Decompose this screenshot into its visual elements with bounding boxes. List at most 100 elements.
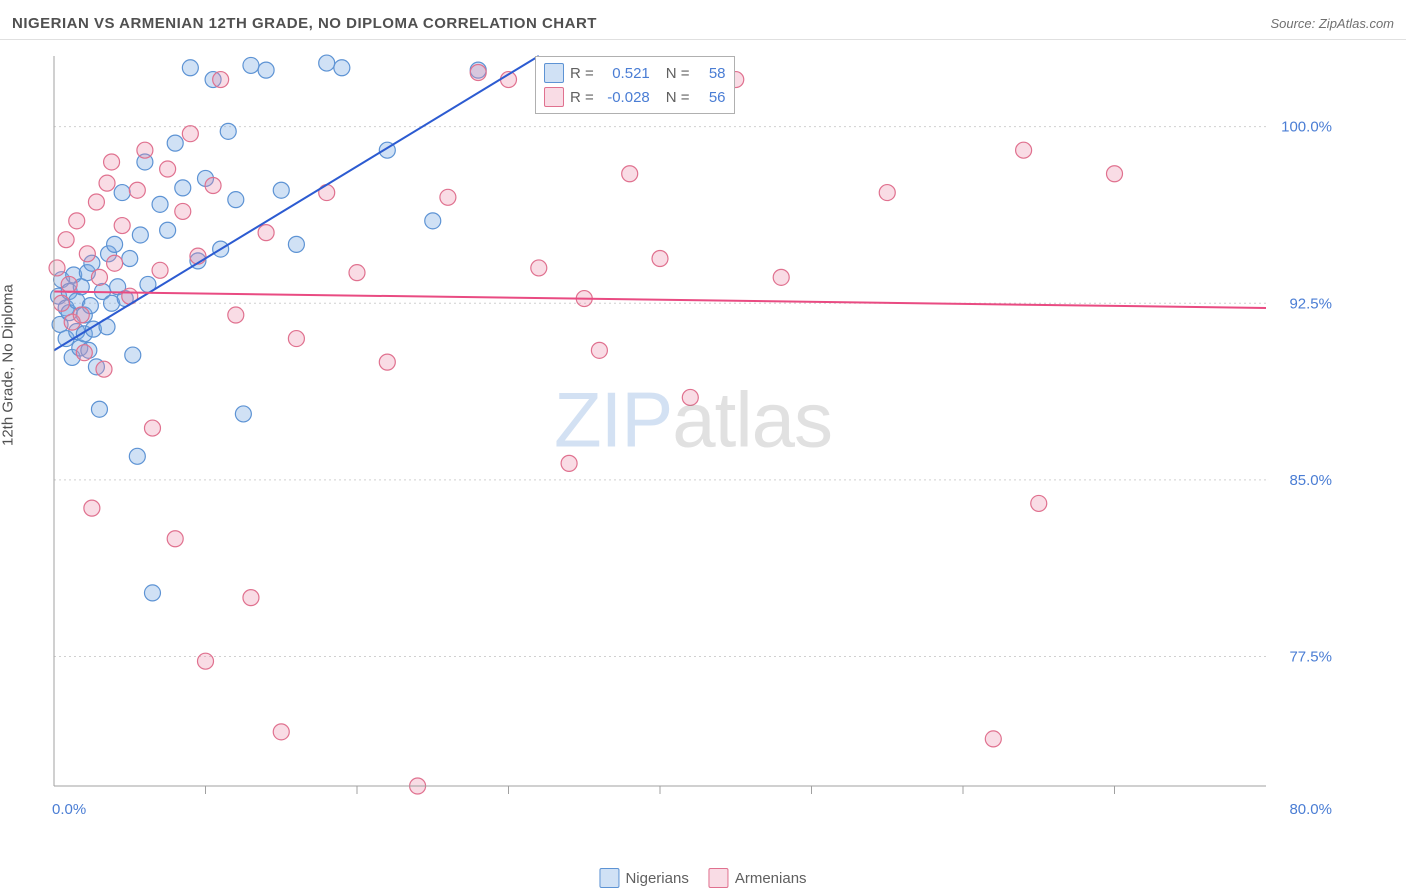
data-point — [152, 262, 168, 278]
y-tick-label: 100.0% — [1281, 119, 1332, 136]
data-point — [104, 154, 120, 170]
legend-item: Armenians — [709, 868, 807, 888]
data-point — [190, 248, 206, 264]
data-point — [88, 194, 104, 210]
data-point — [379, 354, 395, 370]
legend-n-value: 56 — [696, 89, 726, 106]
data-point — [160, 161, 176, 177]
data-point — [129, 448, 145, 464]
data-point — [319, 55, 335, 71]
legend-n-label: N = — [666, 65, 690, 82]
x-tick-label: 80.0% — [1289, 801, 1332, 818]
data-point — [879, 185, 895, 201]
data-point — [129, 182, 145, 198]
data-point — [137, 142, 153, 158]
data-point — [61, 276, 77, 292]
legend-r-label: R = — [570, 89, 594, 106]
data-point — [114, 218, 130, 234]
data-point — [144, 420, 160, 436]
data-point — [54, 295, 70, 311]
data-point — [175, 203, 191, 219]
data-point — [243, 590, 259, 606]
plot-area: 100.0%92.5%85.0%77.5%0.0%80.0% ZIPatlas — [48, 50, 1338, 820]
data-point — [79, 246, 95, 262]
data-point — [235, 406, 251, 422]
data-point — [122, 251, 138, 267]
data-point — [91, 269, 107, 285]
legend-label: Armenians — [735, 870, 807, 887]
data-point — [1107, 166, 1123, 182]
data-point — [288, 331, 304, 347]
header: NIGERIAN VS ARMENIAN 12TH GRADE, NO DIPL… — [0, 0, 1406, 40]
legend-swatch — [544, 63, 564, 83]
data-point — [561, 455, 577, 471]
data-point — [470, 64, 486, 80]
data-point — [182, 126, 198, 142]
data-point — [243, 57, 259, 73]
data-point — [213, 72, 229, 88]
data-point — [58, 232, 74, 248]
data-point — [91, 401, 107, 417]
data-point — [99, 175, 115, 191]
data-point — [167, 135, 183, 151]
legend-n-value: 58 — [696, 65, 726, 82]
data-point — [182, 60, 198, 76]
y-tick-label: 77.5% — [1289, 648, 1332, 665]
data-point — [591, 342, 607, 358]
data-point — [107, 255, 123, 271]
data-point — [84, 500, 100, 516]
data-point — [96, 361, 112, 377]
data-point — [49, 260, 65, 276]
data-point — [76, 345, 92, 361]
legend-r-value: 0.521 — [600, 65, 650, 82]
y-axis-label: 12th Grade, No Diploma — [0, 284, 17, 446]
data-point — [682, 389, 698, 405]
data-point — [773, 269, 789, 285]
data-point — [160, 222, 176, 238]
chart-container: NIGERIAN VS ARMENIAN 12TH GRADE, NO DIPL… — [0, 0, 1406, 892]
data-point — [205, 178, 221, 194]
data-point — [258, 62, 274, 78]
data-point — [107, 236, 123, 252]
data-point — [1016, 142, 1032, 158]
source-label: Source: ZipAtlas.com — [1270, 16, 1394, 31]
legend-swatch — [544, 87, 564, 107]
data-point — [273, 724, 289, 740]
legend-row: R = 0.521 N = 58 — [544, 61, 726, 85]
legend-label: Nigerians — [625, 870, 688, 887]
data-point — [349, 265, 365, 281]
data-point — [132, 227, 148, 243]
data-point — [273, 182, 289, 198]
legend-n-label: N = — [666, 89, 690, 106]
series-legend: Nigerians Armenians — [599, 868, 806, 888]
trend-line — [54, 291, 1266, 307]
data-point — [622, 166, 638, 182]
x-tick-label: 0.0% — [52, 801, 86, 818]
data-point — [144, 585, 160, 601]
data-point — [198, 653, 214, 669]
trend-line — [54, 56, 539, 350]
data-point — [288, 236, 304, 252]
data-point — [440, 189, 456, 205]
data-point — [175, 180, 191, 196]
legend-r-value: -0.028 — [600, 89, 650, 106]
data-point — [167, 531, 183, 547]
data-point — [69, 213, 85, 229]
y-tick-label: 92.5% — [1289, 295, 1332, 312]
legend-r-label: R = — [570, 65, 594, 82]
data-point — [531, 260, 547, 276]
correlation-legend: R = 0.521 N = 58 R = -0.028 N = 56 — [535, 56, 735, 114]
legend-swatch — [599, 868, 619, 888]
data-point — [258, 225, 274, 241]
legend-swatch — [709, 868, 729, 888]
chart-title: NIGERIAN VS ARMENIAN 12TH GRADE, NO DIPL… — [12, 15, 597, 32]
data-point — [425, 213, 441, 229]
data-point — [652, 251, 668, 267]
data-point — [319, 185, 335, 201]
data-point — [334, 60, 350, 76]
data-point — [152, 196, 168, 212]
scatter-plot-svg: 100.0% 92.5% 85.0% 77.5% 0.0% 80.0% — [48, 50, 1338, 820]
legend-row: R = -0.028 N = 56 — [544, 85, 726, 109]
legend-item: Nigerians — [599, 868, 688, 888]
y-tick-label: 85.0% — [1289, 472, 1332, 489]
